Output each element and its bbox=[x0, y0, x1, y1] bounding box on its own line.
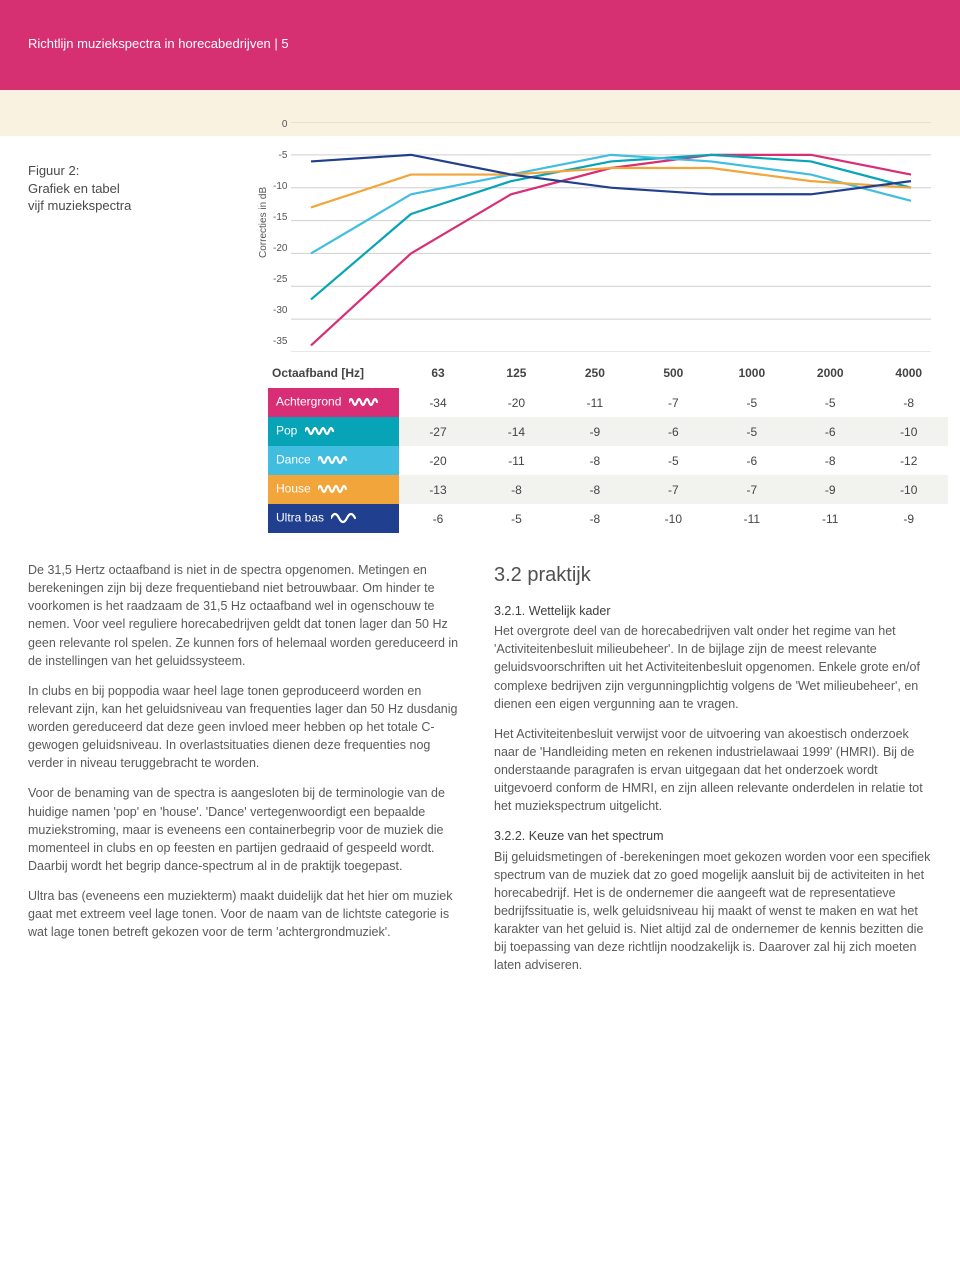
row-label: House bbox=[268, 475, 399, 504]
cell: -8 bbox=[791, 446, 869, 475]
subsection-heading: 3.2.1. Wettelijk kader bbox=[494, 602, 932, 620]
series-achtergrond bbox=[311, 155, 911, 346]
cell: -5 bbox=[791, 388, 869, 417]
body-columns: De 31,5 Hertz octaafband is niet in de s… bbox=[0, 533, 960, 1016]
ytick: -35 bbox=[273, 337, 287, 347]
cell: -5 bbox=[713, 388, 791, 417]
body-text: Ultra bas (eveneens een muziekterm) maak… bbox=[28, 887, 466, 941]
row-label: Dance bbox=[268, 446, 399, 475]
wave-icon bbox=[349, 394, 379, 411]
cell: -5 bbox=[634, 446, 712, 475]
ytick: 0 bbox=[273, 120, 287, 130]
cell: -8 bbox=[869, 388, 948, 417]
subsection-heading: 3.2.2. Keuze van het spectrum bbox=[494, 827, 932, 845]
col-header: 4000 bbox=[869, 358, 948, 388]
body-text: In clubs en bij poppodia waar heel lage … bbox=[28, 682, 466, 773]
ytick: -10 bbox=[273, 182, 287, 192]
cell: -6 bbox=[634, 417, 712, 446]
cell: -14 bbox=[477, 417, 555, 446]
cell: -8 bbox=[556, 504, 634, 533]
caption-line: Figuur 2: bbox=[28, 162, 238, 180]
yaxis-ticks: 0 -5 -10 -15 -20 -25 -30 -35 bbox=[269, 117, 291, 347]
col-header: 125 bbox=[477, 358, 555, 388]
body-text: De 31,5 Hertz octaafband is niet in de s… bbox=[28, 561, 466, 670]
table-row: Ultra bas -6-5-8-10-11-11-9 bbox=[268, 504, 948, 533]
wave-icon bbox=[331, 510, 361, 527]
col-header: 2000 bbox=[791, 358, 869, 388]
table-corner: Octaafband [Hz] bbox=[268, 358, 399, 388]
row-label: Pop bbox=[268, 417, 399, 446]
cell: -5 bbox=[713, 417, 791, 446]
body-text: Het Activiteitenbesluit verwijst voor de… bbox=[494, 725, 932, 816]
row-label: Achtergrond bbox=[268, 388, 399, 417]
cell: -10 bbox=[869, 475, 948, 504]
ytick: -15 bbox=[273, 213, 287, 223]
cell: -11 bbox=[713, 504, 791, 533]
cell: -11 bbox=[791, 504, 869, 533]
table-row: Dance -20-11-8-5-6-8-12 bbox=[268, 446, 948, 475]
wave-icon bbox=[305, 423, 335, 440]
cell: -9 bbox=[556, 417, 634, 446]
table-row: House -13-8-8-7-7-9-10 bbox=[268, 475, 948, 504]
cell: -6 bbox=[399, 504, 477, 533]
body-text: Het overgrote deel van de horecabedrijve… bbox=[494, 622, 932, 713]
cell: -6 bbox=[713, 446, 791, 475]
series-dance bbox=[311, 155, 911, 254]
cell: -7 bbox=[634, 388, 712, 417]
ytick: -20 bbox=[273, 244, 287, 254]
cell: -11 bbox=[477, 446, 555, 475]
ytick: -5 bbox=[273, 151, 287, 161]
cell: -10 bbox=[869, 417, 948, 446]
chart: Correcties in dB 0 -5 -10 -15 -20 -25 -30 -35 bbox=[256, 122, 932, 352]
body-text: Bij geluidsmetingen of -berekeningen moe… bbox=[494, 848, 932, 975]
figure-caption: Figuur 2: Grafiek en tabel vijf muzieksp… bbox=[28, 122, 238, 352]
cell: -6 bbox=[791, 417, 869, 446]
header-title: Richtlijn muziekspectra in horecabedrijv… bbox=[28, 36, 289, 51]
caption-line: vijf muziekspectra bbox=[28, 197, 238, 215]
col-header: 1000 bbox=[713, 358, 791, 388]
left-column: De 31,5 Hertz octaafband is niet in de s… bbox=[28, 561, 466, 986]
figure-area: Figuur 2: Grafiek en tabel vijf muzieksp… bbox=[0, 136, 960, 533]
row-label: Ultra bas bbox=[268, 504, 399, 533]
cell: -34 bbox=[399, 388, 477, 417]
ytick: -25 bbox=[273, 275, 287, 285]
table-row: Pop -27-14-9-6-5-6-10 bbox=[268, 417, 948, 446]
cell: -9 bbox=[869, 504, 948, 533]
cell: -7 bbox=[634, 475, 712, 504]
cell: -7 bbox=[713, 475, 791, 504]
table-row: Achtergrond -34-20-11-7-5-5-8 bbox=[268, 388, 948, 417]
cell: -12 bbox=[869, 446, 948, 475]
cell: -5 bbox=[477, 504, 555, 533]
right-column: 3.2 praktijk 3.2.1. Wettelijk kader Het … bbox=[494, 561, 932, 986]
cell: -8 bbox=[556, 446, 634, 475]
cell: -27 bbox=[399, 417, 477, 446]
col-header: 63 bbox=[399, 358, 477, 388]
yaxis-label: Correcties in dB bbox=[256, 122, 269, 352]
cell: -8 bbox=[477, 475, 555, 504]
wave-icon bbox=[318, 452, 348, 469]
col-header: 500 bbox=[634, 358, 712, 388]
page-header: Richtlijn muziekspectra in horecabedrijv… bbox=[0, 0, 960, 90]
cell: -20 bbox=[477, 388, 555, 417]
body-text: Voor de benaming van de spectra is aange… bbox=[28, 784, 466, 875]
cell: -9 bbox=[791, 475, 869, 504]
chart-svg bbox=[291, 122, 931, 352]
cell: -13 bbox=[399, 475, 477, 504]
cell: -11 bbox=[556, 388, 634, 417]
table-header-row: Octaafband [Hz]63125250500100020004000 bbox=[268, 358, 948, 388]
cell: -20 bbox=[399, 446, 477, 475]
section-heading: 3.2 praktijk bbox=[494, 561, 932, 590]
ytick: -30 bbox=[273, 306, 287, 316]
caption-line: Grafiek en tabel bbox=[28, 180, 238, 198]
spectra-table: Octaafband [Hz]63125250500100020004000Ac… bbox=[268, 358, 906, 533]
wave-icon bbox=[318, 481, 348, 498]
cell: -8 bbox=[556, 475, 634, 504]
cell: -10 bbox=[634, 504, 712, 533]
col-header: 250 bbox=[556, 358, 634, 388]
